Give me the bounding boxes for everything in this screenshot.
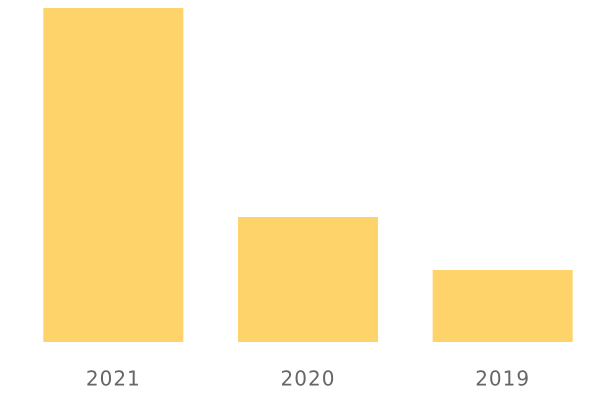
bar <box>238 217 378 342</box>
x-tick-label: 2021 <box>86 367 141 391</box>
x-tick-label: 2020 <box>281 367 336 391</box>
bar <box>43 8 184 342</box>
bar <box>432 270 573 342</box>
x-tick-label: 2019 <box>475 367 530 391</box>
